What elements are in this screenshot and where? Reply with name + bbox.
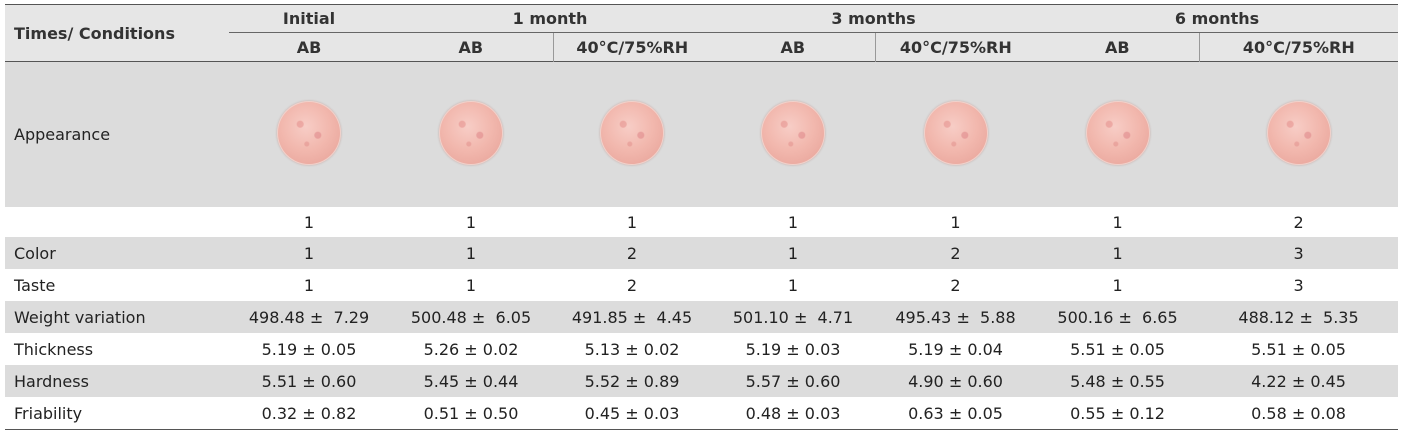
table-cell: 1 xyxy=(626,212,638,232)
row-label-color: Color xyxy=(5,237,229,269)
table-row-color: Color 1 1 2 1 2 1 3 xyxy=(5,237,1399,269)
appearance-score-row: 1 1 1 1 1 1 2 xyxy=(5,207,1398,237)
table-cell: 501.10 ± 4.71 xyxy=(711,301,876,333)
table-cell: 0.58 ± 0.08 xyxy=(1199,397,1399,430)
table-row-thickness: Thickness 5.19 ± 0.05 5.26 ± 0.02 5.13 ±… xyxy=(5,333,1398,365)
row-label-friability: Friability xyxy=(5,397,229,430)
table-cell: 1 xyxy=(950,212,961,232)
table-cell: 2 xyxy=(553,237,712,269)
table-cell: 5.26 ± 0.02 xyxy=(423,339,519,359)
table-cell: 5.19 ± 0.04 xyxy=(908,339,1003,359)
tablet-image xyxy=(277,100,341,165)
table-cell: 1 xyxy=(787,212,799,232)
table-cell: 5.51 ± 0.05 xyxy=(1070,339,1165,359)
table-cell: 0.51 ± 0.50 xyxy=(389,397,553,430)
group-initial: Initial xyxy=(229,4,389,33)
table-cell: 2 xyxy=(626,275,638,295)
appearance-image-row: Appearance xyxy=(5,61,1399,207)
table-cell: 500.48 ± 6.05 xyxy=(389,301,553,333)
tablet-image xyxy=(439,100,503,165)
table-cell: 1 xyxy=(465,212,477,232)
row-label-thickness: Thickness xyxy=(14,339,94,359)
tablet-image xyxy=(1266,100,1331,165)
table-cell: 4.22 ± 0.45 xyxy=(1199,365,1399,397)
table-cell: 3 xyxy=(1199,237,1399,269)
table-cell: 1 xyxy=(787,275,799,295)
tablet-image xyxy=(761,100,826,165)
table-cell: 1 xyxy=(1036,237,1200,269)
group-6-months: 6 months xyxy=(1036,4,1399,33)
table-cell: 488.12 ± 5.35 xyxy=(1199,301,1399,333)
table-cell: 500.16 ± 6.65 xyxy=(1036,301,1200,333)
subcol-initial-ab: AB xyxy=(296,37,322,57)
tablet-image xyxy=(923,100,988,165)
tablet-image xyxy=(600,100,664,165)
table-cell: 1 xyxy=(711,237,876,269)
row-label-taste: Taste xyxy=(14,275,56,295)
table-cell: 5.57 ± 0.60 xyxy=(711,365,876,397)
table-cell: 2 xyxy=(950,275,961,295)
group-3-months: 3 months xyxy=(711,4,1037,33)
table-cell: 0.48 ± 0.03 xyxy=(711,397,876,430)
table-cell: 5.51 ± 0.05 xyxy=(1251,339,1346,359)
group-1-month: 1 month xyxy=(389,4,712,33)
table-cell: 1 xyxy=(465,275,477,295)
table-row-weight: Weight variation 498.48 ± 7.29 500.48 ± … xyxy=(5,301,1399,333)
table-cell: 2 xyxy=(1293,212,1304,232)
row-label-hardness: Hardness xyxy=(5,365,229,397)
table-row-taste: Taste 1 1 2 1 2 1 3 xyxy=(5,269,1398,301)
table-cell: 1 xyxy=(1112,212,1123,232)
table-cell: 5.48 ± 0.55 xyxy=(1036,365,1200,397)
table-cell: 4.90 ± 0.60 xyxy=(875,365,1037,397)
subcol-3m-40c: 40°C/75%RH xyxy=(874,32,1037,62)
corner-header: Times/ Conditions xyxy=(14,23,175,43)
table-cell: 0.32 ± 0.82 xyxy=(229,397,389,430)
table-cell: 1 xyxy=(303,275,315,295)
table-cell: 495.43 ± 5.88 xyxy=(875,301,1037,333)
subcol-3m-ab: AB xyxy=(780,37,806,57)
table-cell: 5.51 ± 0.60 xyxy=(229,365,389,397)
table-header: Times/ Conditions Initial 1 month 3 mont… xyxy=(5,4,1399,62)
table-cell: 1 xyxy=(303,212,315,232)
table-cell: 0.63 ± 0.05 xyxy=(875,397,1037,430)
table-row-hardness: Hardness 5.51 ± 0.60 5.45 ± 0.44 5.52 ± … xyxy=(5,365,1399,397)
table-cell: 498.48 ± 7.29 xyxy=(229,301,389,333)
table-cell: 5.13 ± 0.02 xyxy=(584,339,680,359)
tablet-image xyxy=(1085,100,1150,165)
subcol-1m-40c: 40°C/75%RH xyxy=(552,32,712,62)
table-cell: 5.19 ± 0.05 xyxy=(261,339,357,359)
subcol-1m-ab: AB xyxy=(458,37,484,57)
table-row-friability: Friability 0.32 ± 0.82 0.51 ± 0.50 0.45 … xyxy=(5,397,1399,430)
subcol-6m-40c: 40°C/75%RH xyxy=(1198,32,1399,62)
stability-table: Times/ Conditions Initial 1 month 3 mont… xyxy=(5,4,1399,430)
table-cell: 0.55 ± 0.12 xyxy=(1036,397,1200,430)
table-cell: 1 xyxy=(389,237,553,269)
table-cell: 1 xyxy=(229,237,389,269)
table-cell: 3 xyxy=(1293,275,1304,295)
table-cell: 2 xyxy=(875,237,1037,269)
table-cell: 5.45 ± 0.44 xyxy=(389,365,553,397)
table-cell: 5.19 ± 0.03 xyxy=(745,339,841,359)
table-cell: 1 xyxy=(1112,275,1123,295)
table-cell: 491.85 ± 4.45 xyxy=(553,301,712,333)
table-cell: 0.45 ± 0.03 xyxy=(553,397,712,430)
row-label-weight: Weight variation xyxy=(5,301,229,333)
table-cell: 5.52 ± 0.89 xyxy=(553,365,712,397)
row-label-appearance: Appearance xyxy=(5,61,229,207)
subcol-6m-ab: AB xyxy=(1104,37,1130,57)
